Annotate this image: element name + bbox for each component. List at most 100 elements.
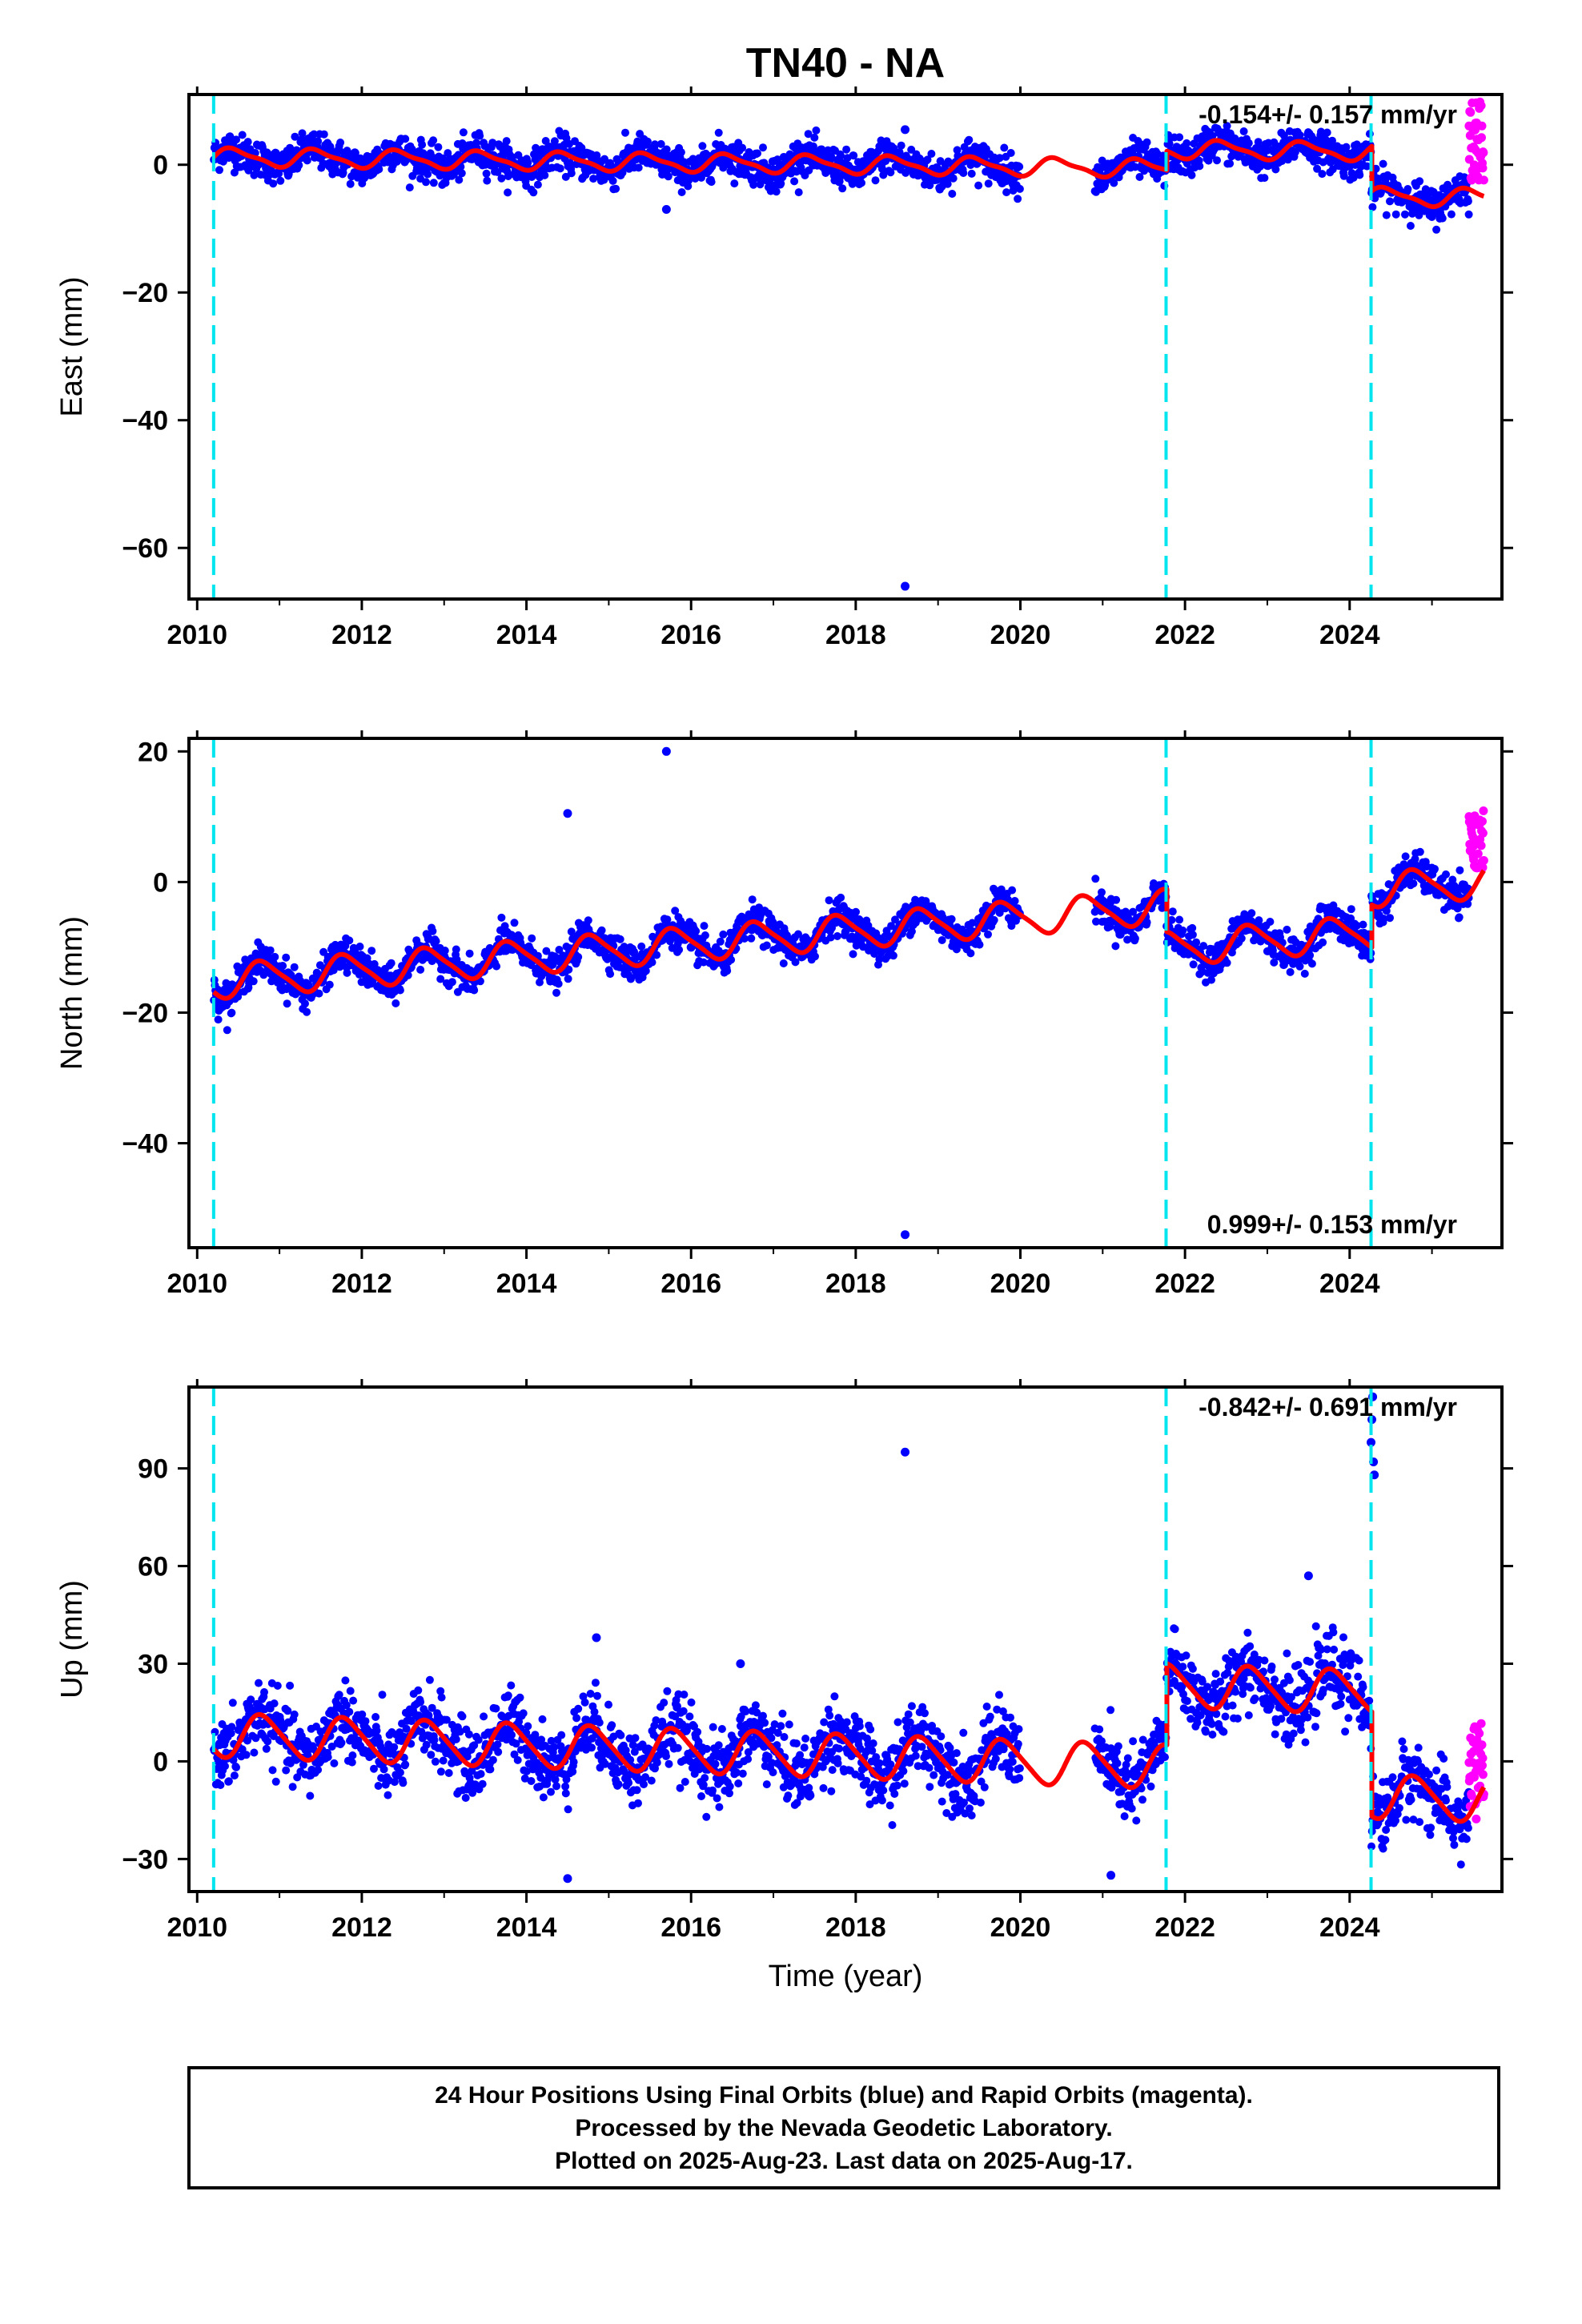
data-point: [1130, 163, 1139, 171]
data-point: [756, 180, 765, 189]
data-point: [838, 184, 847, 193]
data-point: [355, 943, 364, 951]
data-point: [319, 130, 328, 139]
data-point: [271, 952, 279, 961]
data-point: [303, 156, 311, 165]
data-point: [232, 1763, 240, 1771]
data-point: [387, 959, 396, 967]
data-point: [677, 188, 686, 196]
y-tick-label: −20: [122, 998, 168, 1028]
data-point: [1142, 138, 1151, 147]
outlier-point: [563, 809, 572, 818]
data-point: [262, 1744, 271, 1753]
data-point: [1403, 185, 1412, 193]
data-point: [714, 128, 723, 137]
data-point: [943, 179, 952, 188]
data-point: [1447, 210, 1456, 219]
data-point: [612, 184, 620, 193]
data-point: [1283, 155, 1292, 164]
data-point: [886, 168, 895, 177]
data-point: [425, 1675, 434, 1684]
data-point: [434, 143, 443, 151]
x-tick-label: 2016: [661, 1269, 721, 1299]
data-point: [574, 953, 583, 961]
data-point: [849, 151, 858, 160]
data-point: [1379, 159, 1387, 168]
data-point: [1328, 136, 1336, 145]
x-tick-label: 2022: [1154, 620, 1215, 650]
data-point: [1175, 915, 1184, 924]
data-point: [773, 155, 782, 164]
data-point: [1460, 173, 1468, 182]
data-point: [290, 963, 299, 971]
data-point: [439, 1756, 448, 1765]
data-point: [422, 178, 430, 187]
data-point: [1352, 140, 1361, 149]
data-point: [476, 131, 484, 140]
data-point: [716, 937, 725, 946]
data-point: [1368, 203, 1377, 211]
data-point: [273, 1682, 282, 1690]
chart-title: TN40 - NA: [746, 40, 945, 86]
y-tick-label: −40: [122, 1129, 168, 1160]
data-point: [600, 155, 609, 163]
data-point: [266, 946, 275, 955]
data-point: [250, 1748, 259, 1757]
data-point: [497, 913, 506, 922]
data-point: [675, 946, 684, 954]
data-point: [488, 1755, 497, 1764]
data-point: [974, 181, 983, 190]
x-tick-label: 2012: [331, 620, 392, 650]
data-point: [372, 1727, 381, 1735]
data-point: [286, 1681, 295, 1690]
data-point: [1195, 162, 1204, 171]
data-point: [429, 179, 438, 187]
x-tick-label: 2012: [331, 1269, 392, 1299]
y-tick-label: 20: [138, 737, 168, 767]
data-point: [849, 950, 857, 959]
data-point: [529, 188, 538, 197]
data-point: [429, 136, 438, 145]
data-point: [541, 137, 550, 145]
data-point: [837, 893, 845, 902]
outlier-point: [901, 581, 910, 591]
data-point: [310, 130, 319, 139]
data-point: [779, 959, 788, 967]
data-point: [492, 1704, 500, 1713]
data-point: [857, 179, 865, 187]
data-point: [343, 968, 351, 977]
model-line: [211, 138, 1486, 210]
data-point: [1401, 852, 1410, 861]
data-point: [804, 130, 813, 139]
data-point: [926, 181, 934, 190]
data-point: [288, 1783, 297, 1791]
data-point: [1415, 847, 1424, 856]
data-point: [811, 952, 819, 961]
data-point: [291, 132, 299, 141]
data-point: [662, 145, 671, 154]
data-point: [519, 1709, 528, 1718]
data-point: [1260, 174, 1269, 183]
outlier-point: [901, 1230, 910, 1240]
data-point: [436, 975, 445, 983]
rate-label: -0.154+/- 0.157 mm/yr: [1199, 100, 1457, 129]
data-point: [249, 977, 258, 986]
data-point: [374, 1782, 383, 1790]
data-point: [1339, 171, 1348, 180]
data-point: [533, 180, 542, 189]
data-point: [401, 135, 410, 143]
rapid-point: [1479, 148, 1488, 158]
data-point: [1342, 143, 1351, 151]
rapid-point: [1479, 856, 1488, 865]
data-point: [494, 1747, 503, 1756]
data-point: [1295, 131, 1304, 139]
data-point: [416, 965, 425, 974]
data-point: [528, 934, 536, 943]
data-point: [476, 1770, 485, 1779]
panel-up: 2010 2012 2014 2016 2018 2020 2022 20249060300−…: [55, 1379, 1513, 1993]
data-point: [346, 1687, 355, 1695]
data-point: [889, 951, 897, 960]
data-point: [1226, 159, 1235, 168]
plot-frame: [187, 93, 1504, 601]
rate-label: 0.999+/- 0.153 mm/yr: [1207, 1210, 1457, 1239]
